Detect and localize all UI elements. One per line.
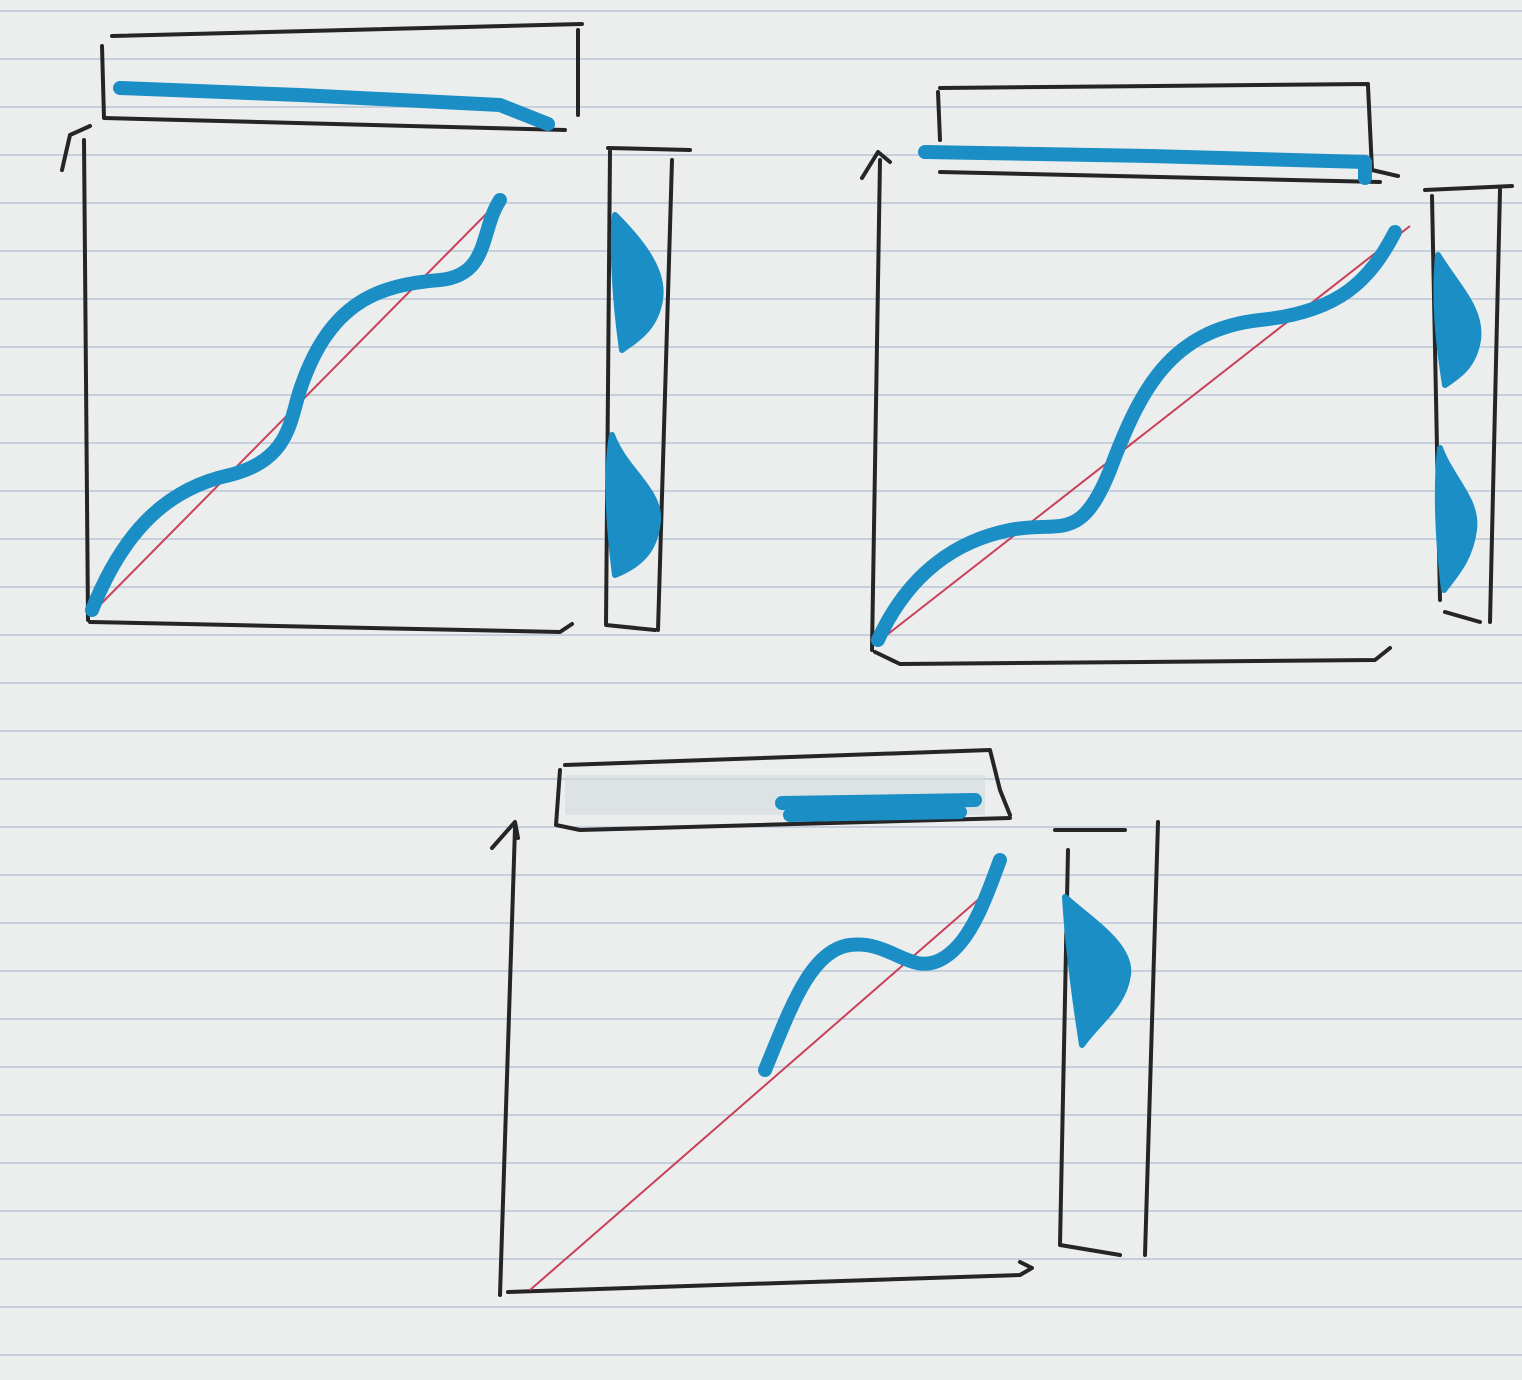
side-box <box>1423 184 1514 624</box>
top-box <box>100 22 584 132</box>
diagonal <box>873 225 1411 646</box>
sketch-plot-3 <box>490 748 1160 1297</box>
top-bar <box>775 793 982 822</box>
axes <box>60 124 574 634</box>
top-box <box>554 748 1012 832</box>
axes <box>860 150 1392 666</box>
side-blob <box>1433 252 1482 388</box>
side-box <box>604 146 692 632</box>
side-box <box>1053 820 1160 1257</box>
sketch-plot-2 <box>860 82 1514 666</box>
curve <box>85 193 507 617</box>
top-bar <box>113 81 555 131</box>
side-blob <box>610 212 664 353</box>
sketch-plot-1 <box>60 22 692 634</box>
curve <box>871 225 1402 647</box>
top-bar <box>918 145 1372 185</box>
curve <box>758 853 1007 1077</box>
axes <box>490 820 1034 1297</box>
diagonal <box>529 884 996 1291</box>
side-blob <box>605 432 662 578</box>
side-blob <box>1434 445 1478 593</box>
side-blob <box>1062 894 1132 1048</box>
